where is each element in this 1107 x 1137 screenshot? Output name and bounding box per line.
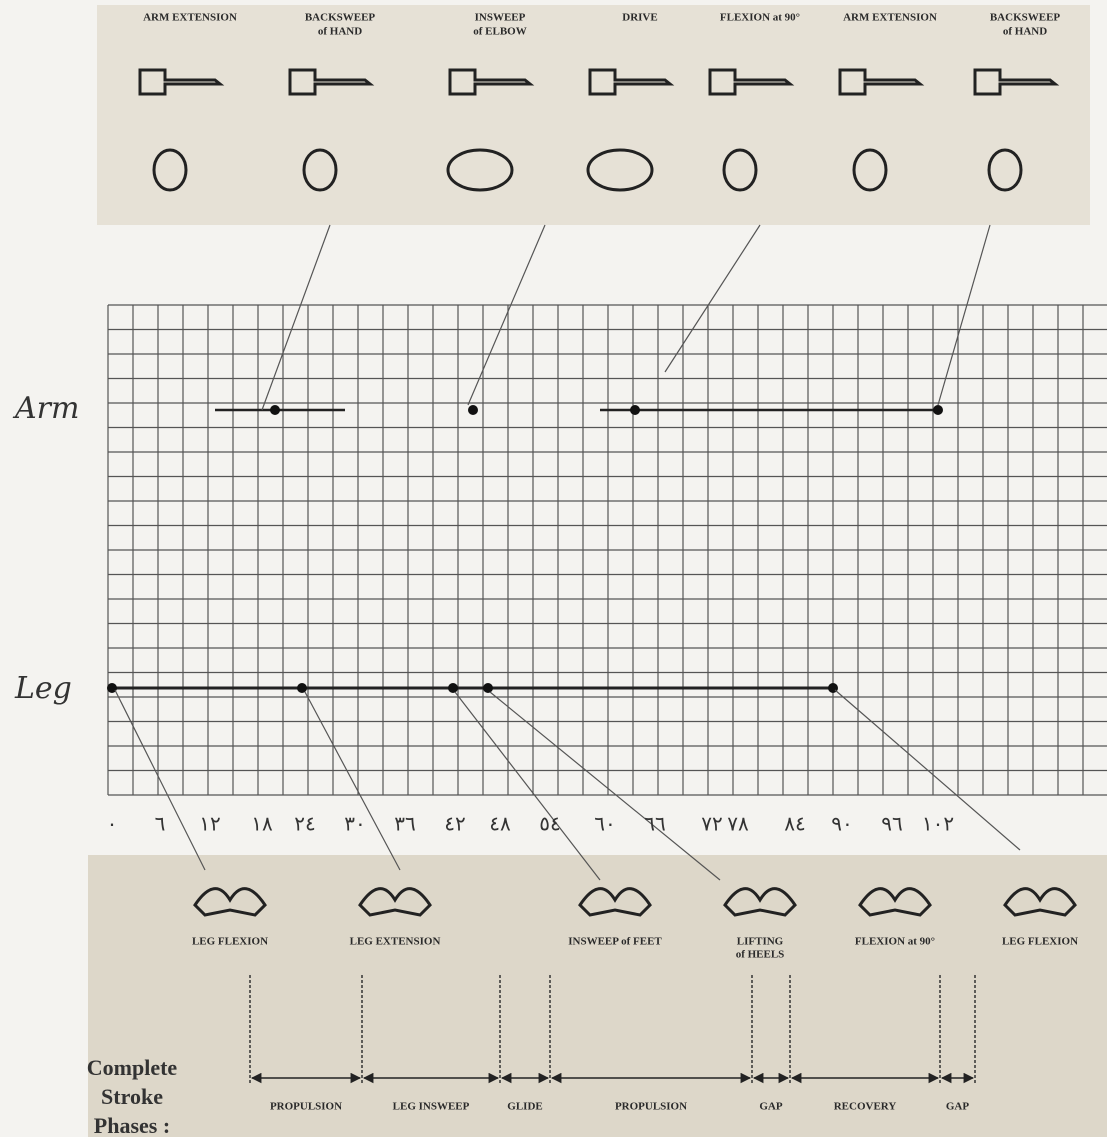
arm-dot (468, 405, 478, 415)
time-label: ٠ (107, 812, 118, 836)
phase-label: ARM EXTENSION (143, 12, 237, 24)
diagram: ARM EXTENSION BACKSWEEP of HAND INSWEEP of E… (0, 0, 1107, 1137)
time-label: ٧٨ (727, 812, 749, 836)
time-label: ١٢ (199, 812, 220, 836)
position-label: INSWEEP of FEET (568, 936, 662, 948)
connector (305, 692, 400, 870)
phase-label: GAP (946, 1101, 970, 1113)
position-label: LEG FLEXION (1002, 936, 1078, 948)
row-label: Leg (14, 671, 72, 706)
connector (115, 690, 205, 870)
position-label: LEG FLEXION (192, 936, 268, 948)
bottom-panel (88, 855, 1107, 1137)
connector (455, 692, 600, 880)
position-label: of HEELS (736, 949, 785, 961)
time-label: ٦٠ (594, 812, 615, 836)
phase-label: GAP (759, 1101, 783, 1113)
phase-label: of HAND (318, 26, 362, 38)
arm-dot (270, 405, 280, 415)
phase-label: of HAND (1003, 26, 1047, 38)
time-label: ٩٠ (831, 812, 852, 836)
phase-label: BACKSWEEP (305, 12, 376, 24)
phase-label: of ELBOW (473, 26, 526, 38)
connector (490, 692, 720, 880)
time-label: ٨٤ (784, 812, 805, 836)
time-label: ٩٦ (881, 812, 902, 836)
phase-label: BACKSWEEP (990, 12, 1061, 24)
top-panel (97, 5, 1090, 225)
phase-label: ARM EXTENSION (843, 12, 937, 24)
phase-label: GLIDE (507, 1101, 542, 1113)
phase-label: RECOVERY (834, 1101, 897, 1113)
leg-dot (483, 683, 493, 693)
phases-title: Complete (87, 1055, 178, 1080)
time-label: ٤٨ (489, 812, 511, 836)
position-label: FLEXION at 90° (855, 936, 935, 948)
time-label: ٦٦ (644, 812, 665, 836)
phase-label: INSWEEP (475, 12, 526, 24)
time-label: ٣٠ (344, 812, 365, 836)
position-label: LEG EXTENSION (350, 936, 441, 948)
phase-label: PROPULSION (270, 1101, 342, 1113)
time-label: ٥٤ (539, 812, 560, 836)
phase-label: DRIVE (622, 12, 657, 24)
grid (108, 305, 1107, 795)
phase-label: LEG INSWEEP (393, 1101, 470, 1113)
position-label: LIFTING (737, 936, 784, 948)
leg-dot (297, 683, 307, 693)
time-label: ٤٢ (444, 812, 465, 836)
phase-label: FLEXION at 90° (720, 12, 800, 24)
phases-title: Phases : (94, 1113, 170, 1137)
time-label: ٣٦ (394, 812, 415, 836)
phases-title: Stroke (101, 1084, 163, 1109)
time-label: ١٠٢ (922, 812, 954, 836)
connector (262, 225, 330, 410)
time-label: ١٨ (251, 812, 273, 836)
arm-dot (933, 405, 943, 415)
connector (665, 225, 760, 372)
phase-label: PROPULSION (615, 1101, 687, 1113)
row-label: Arm (12, 391, 79, 426)
leg-dot (448, 683, 458, 693)
time-label: ٦ (155, 812, 166, 836)
time-label: ٢٤ (294, 812, 315, 836)
arm-dot (630, 405, 640, 415)
time-label: ٧٢ (701, 812, 722, 836)
